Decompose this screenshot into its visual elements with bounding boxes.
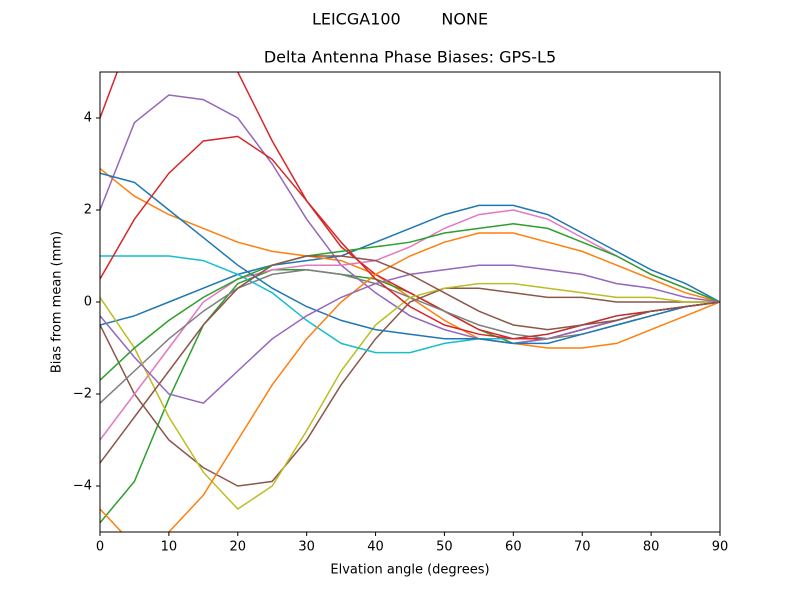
y-tick-label: 0	[84, 295, 92, 310]
x-tick-label: 90	[712, 540, 729, 555]
x-tick-label: 50	[436, 540, 453, 555]
series-line	[100, 282, 720, 510]
y-axis-label: Bias from mean (mm)	[50, 231, 65, 373]
plot-area	[100, 72, 720, 532]
series-line	[100, 135, 720, 340]
y-tick-label: −2	[73, 387, 92, 402]
x-tick-label: 40	[367, 540, 384, 555]
series-line	[100, 172, 720, 345]
x-tick-label: 60	[505, 540, 522, 555]
x-tick-label: 80	[643, 540, 660, 555]
suptitle: LEICGA100 NONE	[312, 10, 488, 29]
series-line	[100, 204, 720, 326]
x-tick-label: 20	[230, 540, 247, 555]
series-line	[100, 255, 720, 464]
x-axis-label: Elvation angle (degrees)	[330, 563, 489, 578]
y-tick-label: 2	[84, 203, 92, 218]
series-line	[100, 287, 720, 487]
y-tick-label: −4	[73, 479, 92, 494]
x-tick-label: 0	[96, 540, 104, 555]
series-line	[100, 223, 720, 381]
x-tick-label: 70	[574, 540, 591, 555]
x-tick-label: 10	[161, 540, 178, 555]
chart-title: Delta Antenna Phase Biases: GPS-L5	[264, 48, 556, 67]
x-tick-label: 30	[298, 540, 315, 555]
series-line	[100, 232, 720, 532]
y-tick-label: 4	[84, 111, 92, 126]
